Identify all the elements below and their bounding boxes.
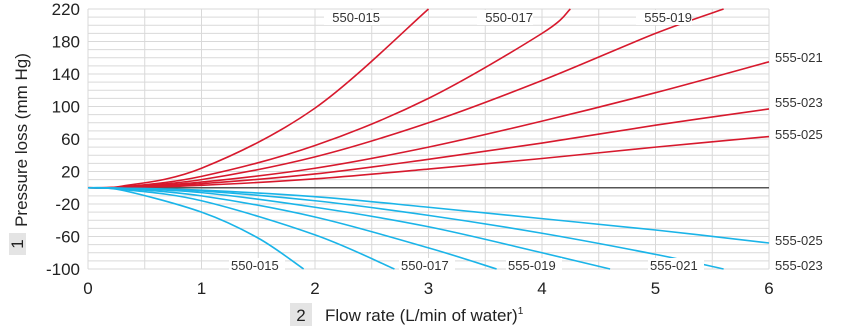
series-label-bg [773,127,829,142]
x-axis-number-box [290,303,312,326]
series-label-bg [636,10,692,25]
series-label-pressure-555-025: 555-025 [775,127,823,142]
series-label-pressure-555-023: 555-023 [775,95,823,110]
series-label-pressure-550-015: 550-015 [332,10,380,25]
x-axis-title-superscript: 1 [518,306,524,317]
x-tick-label: 0 [83,279,92,298]
series-label-pressure-555-021: 555-021 [775,50,823,65]
series-label-return-555-021: 555-021 [650,258,698,273]
x-tick-label: 4 [537,279,546,298]
series-label-bg [477,10,533,25]
y-tick-label: -20 [55,195,80,214]
series-label-bg [229,258,285,273]
series-label-bg [648,258,704,273]
x-tick-label: 1 [197,279,206,298]
y-tick-label: 100 [52,98,80,117]
y-axis-title: Pressure loss (mm Hg) [12,53,31,227]
series-label-pressure-550-017: 550-017 [485,10,533,25]
x-axis-number: 2 [296,306,305,325]
y-tick-label: 220 [52,0,80,19]
y-axis-number-group: 1 [8,239,27,248]
series-label-bg [773,258,829,273]
y-tick-label: 20 [61,163,80,182]
x-tick-labels: 0 1 2 3 4 5 6 [83,279,773,298]
y-tick-label: 180 [52,33,80,52]
y-tick-label: 140 [52,65,80,84]
series-label-bg [399,258,455,273]
x-axis-title: Flow rate (L/min of water)1 [325,306,524,325]
series-labels: 550-015 550-017 555-019 555-021 555-023 555-0… [229,10,829,273]
series-label-return-555-023: 555-023 [775,258,823,273]
x-tick-label: 5 [651,279,660,298]
x-axis-title-text: Flow rate (L/min of water) [325,306,518,325]
series-label-bg [773,233,829,248]
series-line-return-555-025 [87,186,770,244]
x-tick-label: 2 [310,279,319,298]
series-label-bg [324,10,380,25]
series-label-return-550-015: 550-015 [231,258,279,273]
x-tick-label: 6 [764,279,773,298]
grid-lines [87,8,770,270]
y-tick-labels: -100 -60 -20 20 60 100 140 180 220 [46,0,80,279]
y-tick-label: -100 [46,260,80,279]
series-line-pressure-555-025 [87,135,770,189]
series-lines [87,8,770,270]
y-axis-number: 1 [8,239,27,248]
series-label-return-555-025: 555-025 [775,233,823,248]
series-label-pressure-555-019: 555-019 [644,10,692,25]
series-label-return-555-019: 555-019 [508,258,556,273]
series-label-bg [773,50,829,65]
y-axis-number-box [9,233,26,255]
series-label-bg [506,258,562,273]
y-axis-title-group: Pressure loss (mm Hg) [12,53,31,227]
series-label-bg [773,95,829,110]
x-tick-label: 3 [424,279,433,298]
series-label-return-550-017: 550-017 [401,258,449,273]
y-tick-label: 60 [61,130,80,149]
y-tick-label: -60 [55,228,80,247]
